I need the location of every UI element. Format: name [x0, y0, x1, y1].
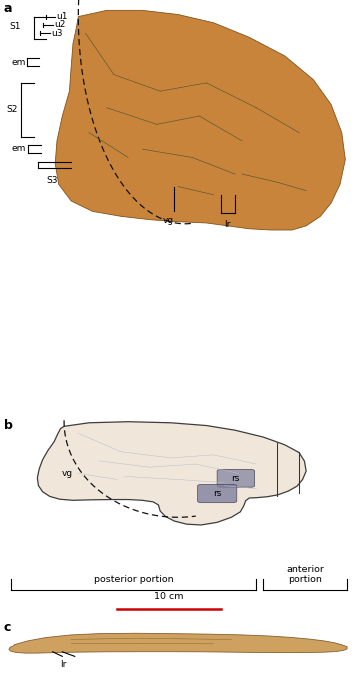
FancyBboxPatch shape: [198, 484, 237, 503]
Text: posterior portion: posterior portion: [94, 575, 173, 584]
Text: S2: S2: [6, 105, 18, 114]
Polygon shape: [37, 422, 306, 525]
Text: rs: rs: [213, 489, 221, 498]
Text: em: em: [11, 145, 26, 153]
Text: vg: vg: [162, 216, 174, 225]
Text: rs: rs: [231, 474, 240, 483]
Text: 10 cm: 10 cm: [155, 592, 184, 601]
Text: anterior
portion: anterior portion: [287, 564, 324, 584]
Text: a: a: [4, 2, 12, 15]
Text: S3: S3: [46, 176, 58, 185]
Polygon shape: [55, 10, 345, 230]
Text: u2: u2: [54, 21, 66, 29]
Text: lr: lr: [60, 660, 67, 669]
Text: c: c: [4, 621, 11, 634]
Text: S1: S1: [9, 23, 21, 32]
Polygon shape: [9, 633, 347, 653]
Text: u3: u3: [51, 29, 63, 38]
Text: vg: vg: [62, 469, 73, 478]
Text: u1: u1: [56, 12, 68, 21]
Text: em: em: [11, 58, 26, 66]
Text: b: b: [4, 419, 12, 432]
Text: lr: lr: [224, 221, 230, 229]
FancyBboxPatch shape: [217, 469, 255, 487]
